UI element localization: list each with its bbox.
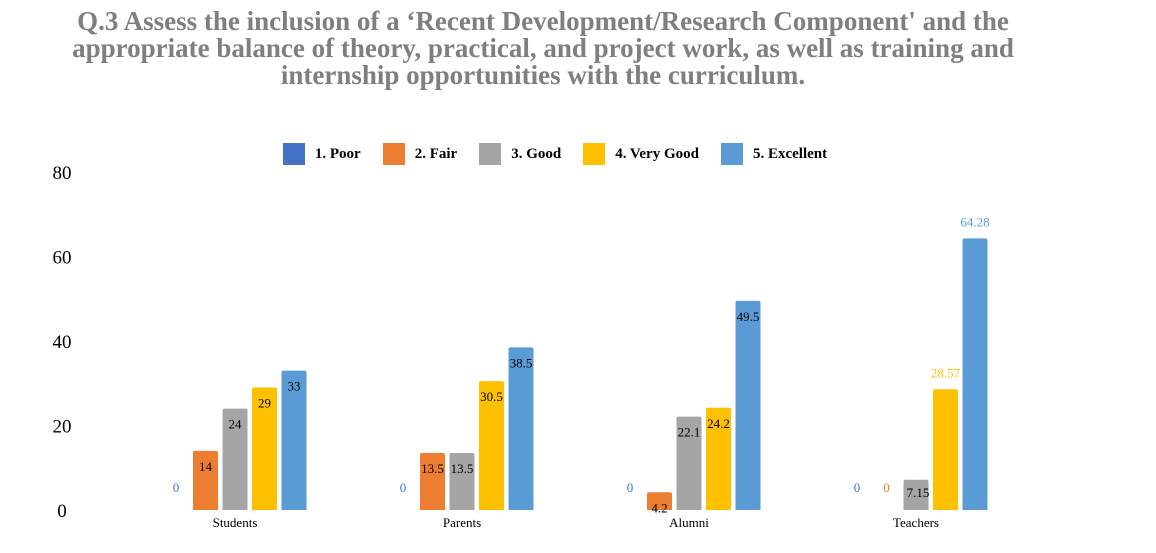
data-label-parents-series-1: 0	[400, 480, 407, 495]
x-category-label-students: Students	[213, 515, 258, 530]
data-label-students-series-3: 24	[229, 417, 243, 432]
bar-parents-series-3	[449, 452, 475, 510]
data-label-students-series-1: 0	[173, 480, 180, 495]
bar-students-series-5	[281, 370, 307, 510]
bar-teachers-series-4	[933, 389, 958, 510]
chart-title-line-2: appropriate balance of theory, practical…	[72, 33, 1014, 63]
data-label-alumni-series-1: 0	[627, 480, 634, 495]
data-label-alumni-series-5: 49.5	[737, 309, 760, 324]
y-tick-label-0: 0	[57, 501, 67, 522]
x-category-label-teachers: Teachers	[893, 515, 939, 530]
bar-students-series-2	[193, 450, 218, 510]
bar-teachers-series-5	[962, 238, 988, 511]
legend-swatch-very-good	[583, 143, 606, 165]
legend-item-very-good: 4. Very Good	[583, 143, 699, 165]
data-label-alumni-series-2: 4.2	[651, 500, 667, 515]
data-label-students-series-2: 14	[199, 459, 213, 474]
data-label-teachers-series-1: 0	[854, 480, 861, 495]
y-tick-label-3: 60	[53, 248, 72, 269]
data-label-students-series-5: 33	[288, 379, 301, 394]
legend-label-very-good: 4. Very Good	[615, 145, 699, 162]
bar-alumni-series-4	[706, 407, 731, 510]
data-label-teachers-series-3: 7.15	[907, 485, 930, 500]
data-label-teachers-series-2: 0	[883, 480, 890, 495]
data-label-alumni-series-4: 24.2	[707, 416, 730, 431]
legend-swatch-fair	[382, 143, 405, 165]
bar-alumni-series-2	[647, 492, 672, 510]
data-label-students-series-4: 29	[258, 395, 271, 410]
legend-item-good: 3. Good	[479, 143, 561, 165]
legend-swatch-poor	[282, 143, 305, 165]
legend-item-fair: 2. Fair	[382, 143, 458, 165]
data-label-parents-series-4: 30.5	[480, 389, 503, 404]
chart-legend: 1. Poor 2. Fair 3. Good 4. Very Good 5. …	[0, 143, 1110, 165]
bar-teachers-series-3	[903, 479, 929, 510]
legend-label-excellent: 5. Excellent	[752, 145, 828, 162]
bar-parents-series-2	[420, 452, 445, 510]
bar-parents-series-5	[508, 347, 534, 510]
data-label-parents-series-5: 38.5	[510, 355, 533, 370]
x-category-label-parents: Parents	[443, 515, 481, 530]
chart-title-line-1: Q.3 Assess the inclusion of a ‘Recent De…	[77, 6, 1009, 36]
legend-item-excellent: 5. Excellent	[720, 143, 828, 165]
data-label-teachers-series-5: 64.28	[960, 214, 989, 229]
legend-label-fair: 2. Fair	[414, 145, 458, 162]
chart-title: Q.3 Assess the inclusion of a ‘Recent De…	[0, 8, 1086, 89]
bar-students-series-3	[222, 408, 248, 510]
chart-title-line-3: internship opportunities with the curric…	[280, 60, 806, 90]
bar-alumni-series-5	[735, 300, 761, 510]
legend-label-poor: 1. Poor	[314, 145, 361, 162]
data-label-parents-series-2: 13.5	[421, 461, 444, 476]
y-tick-label-2: 40	[53, 332, 72, 353]
data-label-alumni-series-3: 22.1	[678, 425, 701, 440]
bar-alumni-series-3	[676, 416, 702, 510]
bar-parents-series-4	[479, 381, 504, 510]
legend-item-poor: 1. Poor	[282, 143, 361, 165]
data-label-teachers-series-4: 28.57	[931, 365, 961, 380]
x-category-label-alumni: Alumni	[669, 515, 709, 530]
bar-students-series-4	[252, 387, 277, 510]
legend-swatch-excellent	[720, 143, 743, 165]
data-label-parents-series-3: 13.5	[451, 461, 474, 476]
legend-label-good: 3. Good	[511, 145, 562, 162]
y-tick-label-4: 80	[53, 163, 72, 184]
legend-swatch-good	[479, 143, 502, 165]
y-tick-label-1: 20	[53, 417, 72, 438]
